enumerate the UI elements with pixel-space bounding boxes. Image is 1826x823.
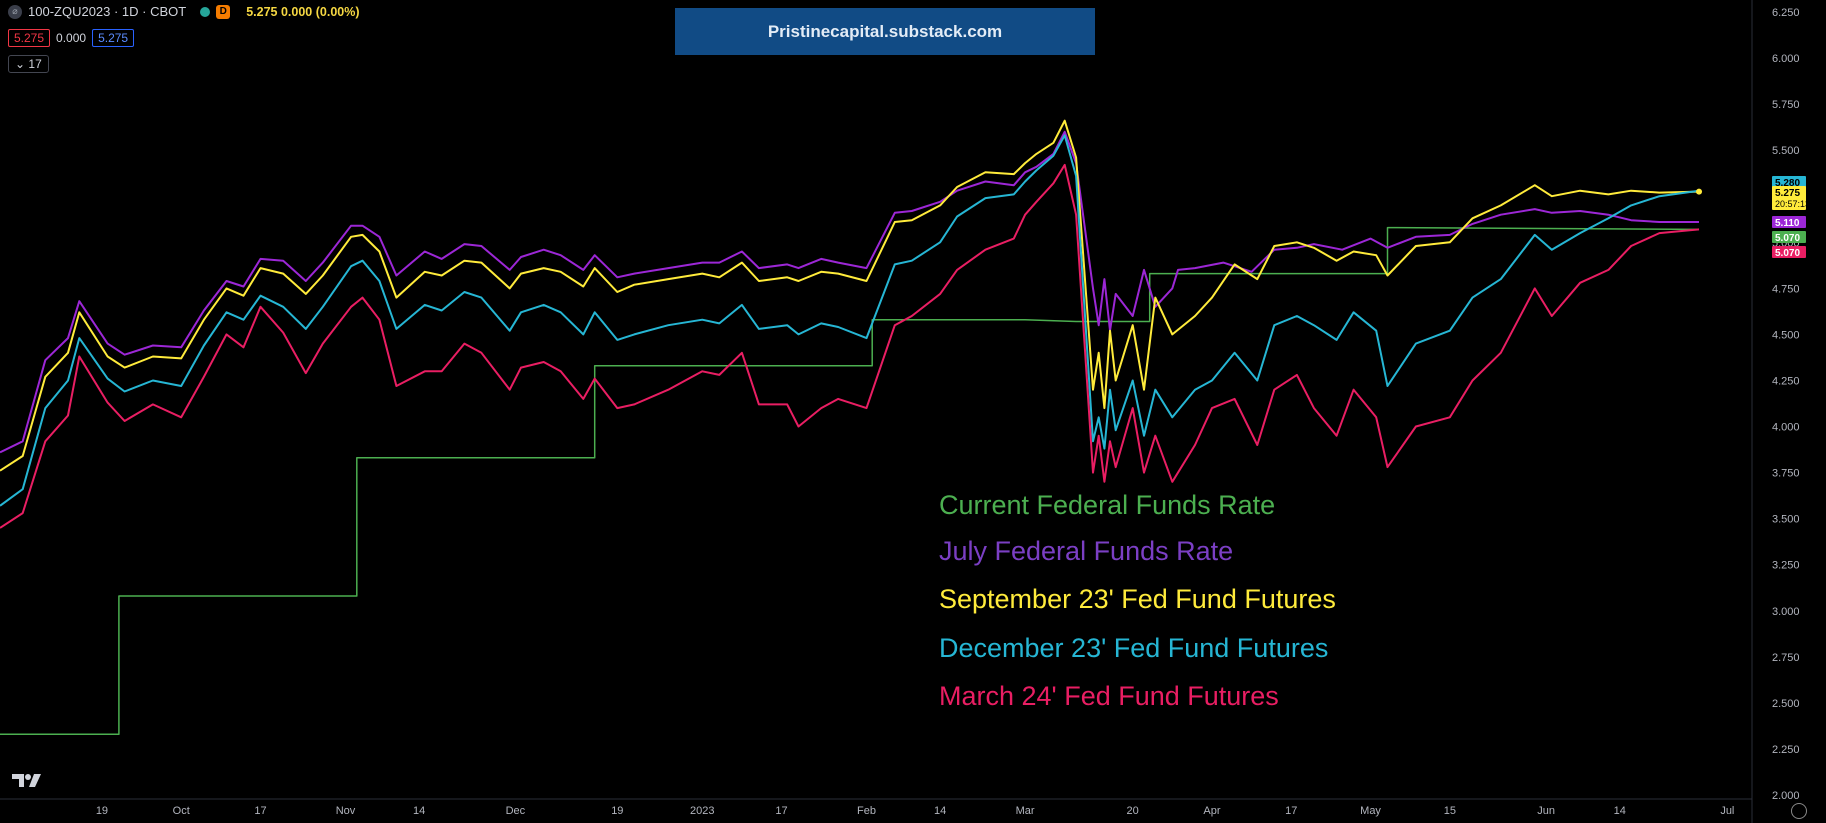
- y-tick-label: 4.750: [1772, 283, 1800, 295]
- x-tick-label: 17: [254, 805, 266, 817]
- x-tick-label: Dec: [506, 805, 526, 817]
- x-tick-label: 17: [775, 805, 787, 817]
- spread-value: 0.000: [56, 31, 87, 45]
- y-tick-label: 4.000: [1772, 422, 1800, 434]
- x-tick-label: 20: [1127, 805, 1139, 817]
- price-tag-bg: [1772, 186, 1806, 210]
- price-tag-label: 5.275: [1775, 188, 1800, 199]
- x-tick-label: 2023: [690, 805, 714, 817]
- x-tick-label: Nov: [336, 805, 356, 817]
- y-tick-label: 5.750: [1772, 99, 1800, 111]
- market-status-icon: [200, 6, 211, 17]
- series-line-0[interactable]: [0, 226, 1700, 735]
- x-tick-label: 14: [413, 805, 425, 817]
- x-tick-label: Apr: [1203, 805, 1220, 817]
- price-tag-label: 5.110: [1775, 218, 1800, 229]
- sell-price[interactable]: 5.275: [8, 29, 51, 47]
- x-tick-label: 14: [1614, 805, 1626, 817]
- y-tick-label: 4.250: [1772, 375, 1800, 387]
- x-tick-label: 14: [934, 805, 946, 817]
- x-tick-label: Feb: [857, 805, 876, 817]
- symbol-logo-icon: ⌀: [8, 4, 22, 19]
- indicator-count: 17: [28, 57, 42, 71]
- watermark-banner: Pristinecapital.substack.com: [675, 8, 1095, 55]
- y-tick-label: 2.500: [1772, 698, 1800, 710]
- y-tick-label: 2.250: [1772, 744, 1800, 756]
- x-tick-label: 19: [611, 805, 623, 817]
- buy-price[interactable]: 5.275: [92, 29, 135, 47]
- y-tick-label: 2.000: [1772, 790, 1800, 802]
- x-tick-label: Oct: [173, 805, 190, 817]
- price-tag-bg: [1772, 176, 1806, 188]
- legend-entry: March 24' Fed Fund Futures: [939, 681, 1279, 711]
- legend-entry: Current Federal Funds Rate: [939, 490, 1275, 520]
- y-tick-label: 6.250: [1772, 7, 1800, 19]
- y-tick-label: 3.750: [1772, 468, 1800, 480]
- price-tag-bg: [1772, 231, 1806, 243]
- last-value-marker: [1696, 188, 1703, 195]
- symbol-header[interactable]: ⌀ 100-ZQU2023 · 1D · CBOT D 5.275 0.000 …: [8, 4, 360, 19]
- legend-entry: December 23' Fed Fund Futures: [939, 633, 1328, 663]
- chart-series: [0, 119, 1703, 735]
- indicators-toggle[interactable]: ⌄ 17: [8, 55, 49, 73]
- price-tag-label: 5.070: [1775, 233, 1800, 244]
- price-tag-label: 5.280: [1775, 178, 1800, 189]
- x-tick-label: Mar: [1016, 805, 1035, 817]
- x-tick-label: May: [1360, 805, 1381, 817]
- data-badge: D: [216, 4, 231, 19]
- y-tick-label: 3.500: [1772, 514, 1800, 526]
- x-axis[interactable]: 19 Oct 17 Nov 14 Dec 19 2023 17 Feb 14 Mar 20 Apr 17 Ma…: [96, 805, 1735, 817]
- price-tag-bg: [1772, 246, 1806, 258]
- y-tick-label: 3.000: [1772, 606, 1800, 618]
- y-tick-label: 3.250: [1772, 560, 1800, 572]
- bar-countdown: 20:57:13: [1775, 199, 1810, 209]
- price-tag-bg: [1772, 216, 1806, 228]
- x-tick-label: 19: [96, 805, 108, 817]
- legend-entry: September 23' Fed Fund Futures: [939, 584, 1336, 614]
- x-tick-label: 15: [1444, 805, 1456, 817]
- last-quote: 5.275 0.000 (0.00%): [246, 4, 360, 19]
- x-tick-label: Jul: [1720, 805, 1734, 817]
- series-line-2[interactable]: [0, 119, 1700, 472]
- bid-ask-row: 5.275 0.000 5.275: [8, 29, 135, 47]
- y-axis[interactable]: 6.2506.0005.7505.5005.2505.0004.7504.500…: [1772, 7, 1800, 802]
- price-tag-label: 5.070: [1775, 248, 1800, 259]
- chart-legend: Current Federal Funds Rate July Federal F…: [939, 490, 1336, 711]
- legend-entry: July Federal Funds Rate: [939, 536, 1233, 566]
- y-tick-label: 6.000: [1772, 53, 1800, 65]
- settings-icon[interactable]: [1791, 803, 1807, 819]
- y-tick-label: 5.500: [1772, 145, 1800, 157]
- series-line-1[interactable]: [0, 130, 1699, 454]
- y-tick-label: 4.500: [1772, 329, 1800, 341]
- x-tick-label: Jun: [1537, 805, 1555, 817]
- series-line-3[interactable]: [0, 134, 1700, 507]
- y-tick-label: 2.750: [1772, 652, 1800, 664]
- chevron-down-icon: ⌄: [15, 57, 26, 71]
- x-tick-label: 17: [1285, 805, 1297, 817]
- symbol-title[interactable]: 100-ZQU2023 · 1D · CBOT: [28, 4, 187, 19]
- tradingview-logo-icon[interactable]: [12, 772, 42, 793]
- series-line-4[interactable]: [0, 163, 1700, 529]
- chart-grid: [0, 0, 1753, 823]
